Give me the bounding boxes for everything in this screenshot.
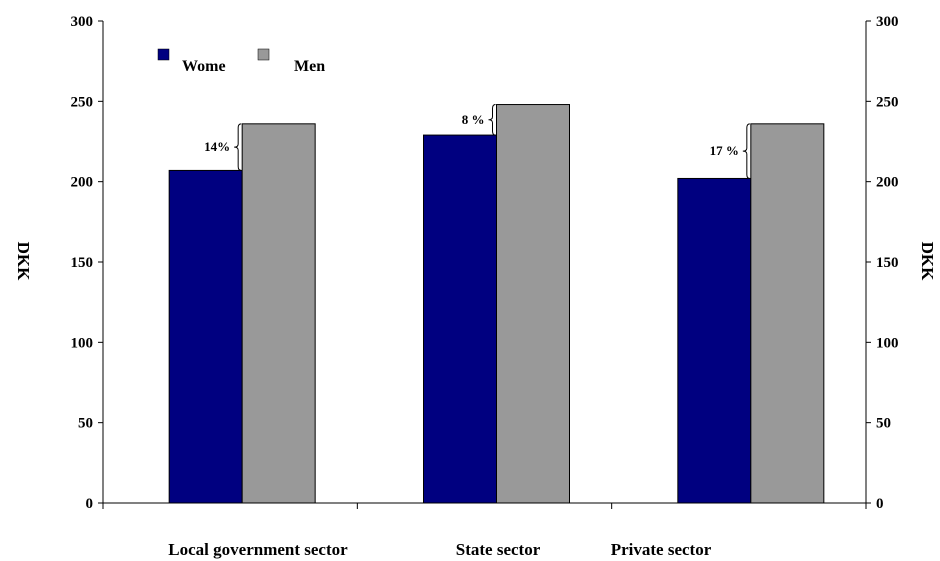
bar-men xyxy=(241,123,316,504)
y-axis-title-right: DKK xyxy=(918,242,937,282)
bar-men xyxy=(496,104,570,504)
x-category-label: State sector xyxy=(456,540,541,559)
y-tick-label-right: 150 xyxy=(876,255,899,271)
gap-label: 17 % xyxy=(710,143,739,158)
legend: Wome Men xyxy=(157,48,325,75)
gap-label: 14% xyxy=(204,139,230,154)
legend-label-women: Wome xyxy=(182,58,226,75)
y-tick-label-right: 200 xyxy=(876,175,899,191)
bar-women xyxy=(168,169,243,504)
y-tick-label-right: 300 xyxy=(876,14,899,30)
y-tick-label-right: 50 xyxy=(876,416,891,432)
y-tick-label-left: 300 xyxy=(71,14,94,30)
bar-women xyxy=(423,134,497,504)
bar-women xyxy=(677,177,752,504)
legend-swatch-men xyxy=(257,48,270,61)
bar-men xyxy=(750,123,825,504)
y-tick-label-left: 100 xyxy=(71,335,94,351)
gap-brace xyxy=(488,104,496,136)
y-tick-label-left: 150 xyxy=(71,255,94,271)
legend-swatch-women xyxy=(157,48,170,61)
y-tick-label-right: 0 xyxy=(876,496,884,512)
plot-area: 0 0 50 50 100 100 150 150 200 200 250 250 300 300 14% L… xyxy=(71,14,899,559)
gap-brace xyxy=(234,123,242,171)
x-category-label: Private sector xyxy=(611,540,712,559)
y-tick-label-left: 0 xyxy=(86,496,94,512)
y-tick-label-right: 100 xyxy=(876,335,899,351)
y-tick-label-left: 200 xyxy=(71,175,94,191)
y-tick-label-right: 250 xyxy=(876,94,899,110)
x-category-label: Local government sector xyxy=(168,540,348,559)
gap-label: 8 % xyxy=(462,112,485,127)
y-tick-label-left: 50 xyxy=(78,416,93,432)
legend-label-men: Men xyxy=(294,58,325,75)
y-axis-title-left: DKK xyxy=(14,242,33,282)
gap-brace xyxy=(742,123,750,179)
y-tick-label-left: 250 xyxy=(71,94,94,110)
